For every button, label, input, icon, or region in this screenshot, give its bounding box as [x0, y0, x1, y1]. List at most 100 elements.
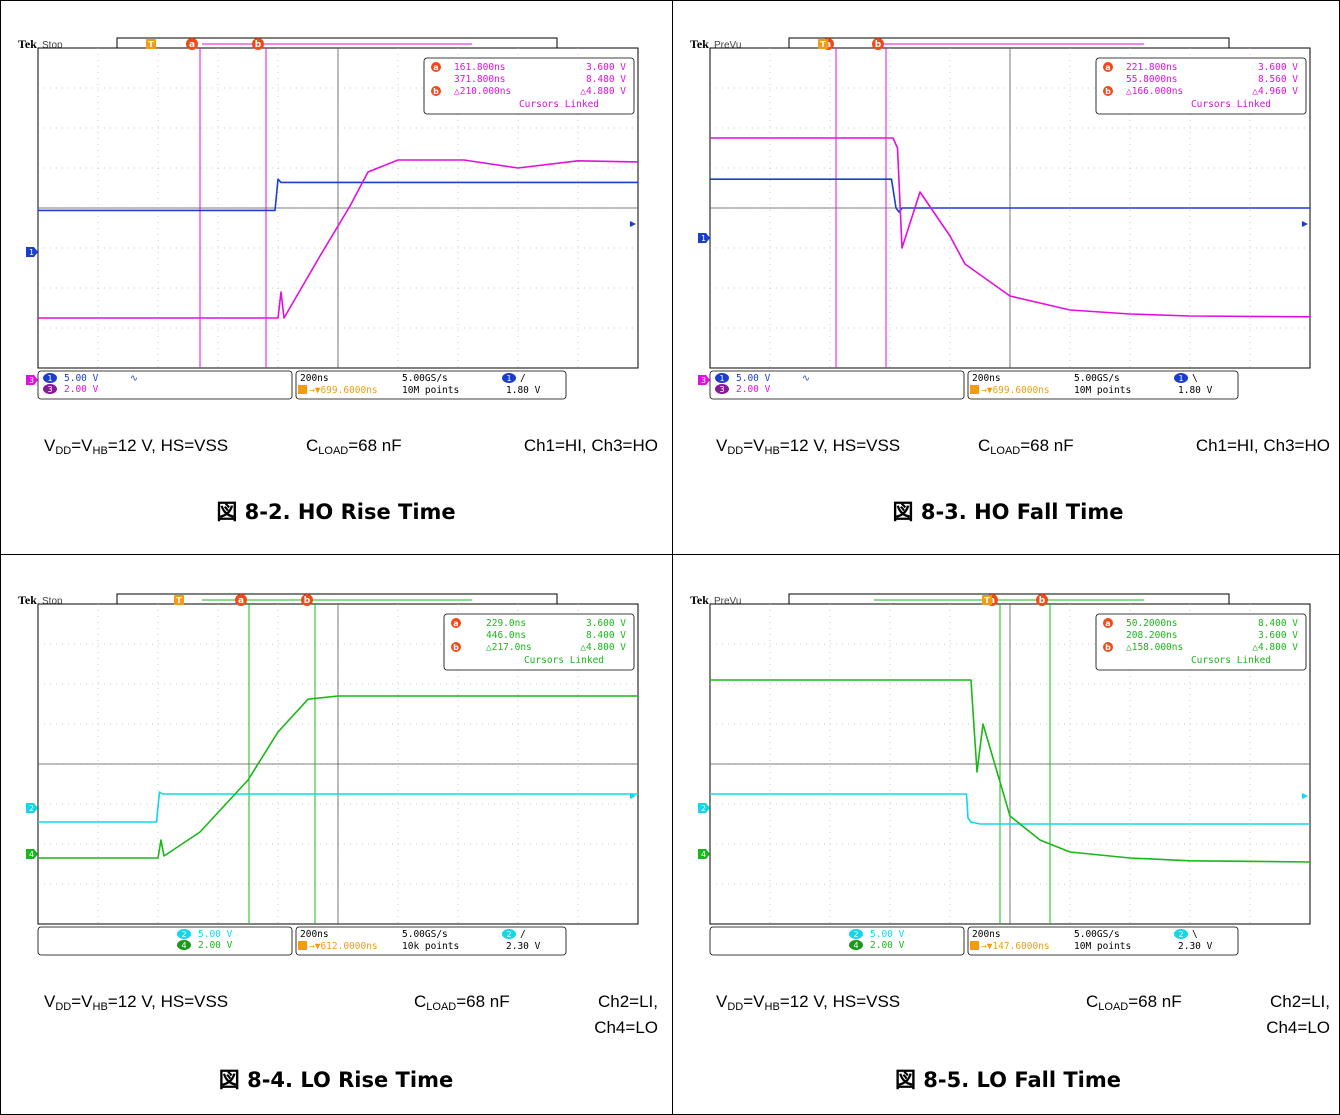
waveform-ch1 — [710, 178, 1310, 213]
channel-1-badge — [715, 373, 729, 383]
trigger-level-label: 1.80 V — [506, 385, 541, 396]
readout-a-badge — [1103, 618, 1113, 628]
svg-text:3: 3 — [701, 376, 706, 385]
readout-voltage: 8.400 V — [1258, 618, 1298, 629]
trigger-level-label: 2.30 V — [1178, 941, 1213, 952]
channel-1-ground-marker[interactable] — [26, 247, 38, 257]
channel-1-badge — [43, 373, 57, 383]
channel-4-ground-marker[interactable] — [26, 849, 38, 859]
supply-condition: VDD=VHB=12 V, HS=VSS — [44, 992, 229, 1013]
channel-settings-box[interactable] — [709, 926, 965, 956]
svg-text:b: b — [1039, 596, 1046, 606]
readout-a-badge — [431, 62, 441, 72]
readout-voltage: △4.880 V — [580, 86, 626, 97]
bandwidth-limit-icon: ∿ — [802, 373, 810, 384]
test-conditions: VDD=VHB=12 V, HS=VSS CLOAD=68 nF Ch1=HI, C… — [0, 410, 672, 480]
svg-text:2: 2 — [506, 930, 511, 939]
channel-3-ground-marker[interactable] — [698, 375, 710, 385]
record-length-label: 10k points — [402, 941, 459, 952]
timebase-label: 200ns — [972, 929, 1001, 940]
delay-trigger-icon — [298, 941, 307, 950]
horizontal-settings-box[interactable] — [967, 370, 1239, 400]
channel-2-badge — [177, 929, 191, 939]
readout-a-badge — [1103, 62, 1113, 72]
trigger-level-arrow — [630, 221, 636, 227]
cursors-linked-label: Cursors Linked — [519, 99, 599, 110]
svg-text:b: b — [1105, 87, 1111, 96]
svg-text:2: 2 — [853, 930, 858, 939]
svg-text:T: T — [984, 596, 990, 605]
trigger-time-marker — [174, 595, 184, 605]
svg-text:a: a — [433, 63, 438, 72]
timebase-label: 200ns — [300, 373, 329, 384]
svg-text:2: 2 — [29, 804, 34, 813]
sample-rate-label: 5.00GS/s — [402, 929, 448, 940]
svg-text:1: 1 — [701, 234, 706, 243]
channel-settings-box[interactable] — [37, 370, 293, 400]
channel-2-ground-marker[interactable] — [26, 803, 38, 813]
svg-text:T: T — [148, 40, 154, 49]
channel-mapping: Ch2=LI, — [597, 992, 658, 1011]
trigger-time-marker — [818, 39, 828, 49]
svg-text:b: b — [1105, 643, 1111, 652]
trigger-delay-label: →▼699.6000ns — [309, 385, 378, 396]
supply-condition: VDD=VHB=12 V, HS=VSS — [716, 992, 901, 1013]
channel-2-scale: 5.00 V — [870, 929, 905, 940]
cursor-a-marker[interactable] — [235, 594, 247, 606]
cursor-b-marker[interactable] — [301, 594, 313, 606]
tek-brand: Tek — [690, 593, 709, 607]
readout-b-badge — [451, 642, 461, 652]
trigger-time-marker — [146, 39, 156, 49]
channel-3-scale: 2.00 V — [736, 384, 771, 395]
channel-2-ground-marker[interactable] — [698, 803, 710, 813]
readout-time: △210.000ns — [454, 86, 511, 97]
svg-text:3: 3 — [47, 385, 52, 394]
horizontal-settings-box[interactable] — [967, 926, 1239, 956]
horizontal-settings-box[interactable] — [295, 370, 567, 400]
waveform-ch2 — [710, 793, 1310, 825]
test-conditions: VDD=VHB=12 V, HS=VSS CLOAD=68 nF Ch2=LI, Ch… — [672, 966, 1340, 1037]
svg-text:b: b — [304, 596, 311, 606]
waveform-ch4 — [38, 695, 638, 859]
readout-time: 50.2000ns — [1126, 618, 1177, 629]
bandwidth-limit-icon: ∿ — [130, 373, 138, 384]
readout-time: 208.200ns — [1126, 630, 1177, 641]
readout-time: △158.000ns — [1126, 642, 1183, 653]
supply-condition: VDD=VHB=12 V, HS=VSS — [44, 436, 229, 457]
readout-b-badge — [1103, 642, 1113, 652]
test-conditions: VDD=VHB=12 V, HS=VSS CLOAD=68 nF Ch2=LI, Ch… — [0, 966, 672, 1037]
cursor-readout-panel — [423, 57, 635, 115]
readout-time: △166.000ns — [1126, 86, 1183, 97]
svg-text:1: 1 — [29, 248, 34, 257]
trigger-slope-icon: \ — [1192, 929, 1198, 940]
readout-time: △217.0ns — [486, 642, 532, 653]
svg-text:a: a — [453, 619, 458, 628]
cursor-b-marker[interactable] — [1036, 594, 1048, 606]
cursor-b-marker[interactable] — [872, 38, 884, 50]
channel-settings-box[interactable] — [37, 926, 293, 956]
cursor-b-marker[interactable] — [252, 38, 264, 50]
panel-divider-horizontal — [0, 554, 1340, 555]
cursor-a-marker[interactable] — [186, 38, 198, 50]
cursor-readout-panel — [1095, 57, 1307, 115]
trigger-source-badge — [1174, 929, 1188, 939]
channel-4-ground-marker[interactable] — [698, 849, 710, 859]
figure-caption: 図 8-4. LO Rise Time — [218, 1068, 454, 1092]
channel-settings-box[interactable] — [709, 370, 965, 400]
svg-text:T: T — [176, 596, 182, 605]
trigger-slope-icon: / — [520, 929, 526, 940]
svg-text:T: T — [820, 40, 826, 49]
channel-3-ground-marker[interactable] — [26, 375, 38, 385]
readout-voltage: △4.800 V — [580, 642, 626, 653]
horizontal-settings-box[interactable] — [295, 926, 567, 956]
channel-1-ground-marker[interactable] — [698, 233, 710, 243]
channel-mapping: Ch1=HI, Ch3=HO — [1195, 436, 1330, 455]
tek-brand: Tek — [18, 37, 37, 51]
readout-b-badge — [1103, 86, 1113, 96]
readout-time: 55.8000ns — [1126, 74, 1177, 85]
readout-time: 229.0ns — [486, 618, 526, 629]
